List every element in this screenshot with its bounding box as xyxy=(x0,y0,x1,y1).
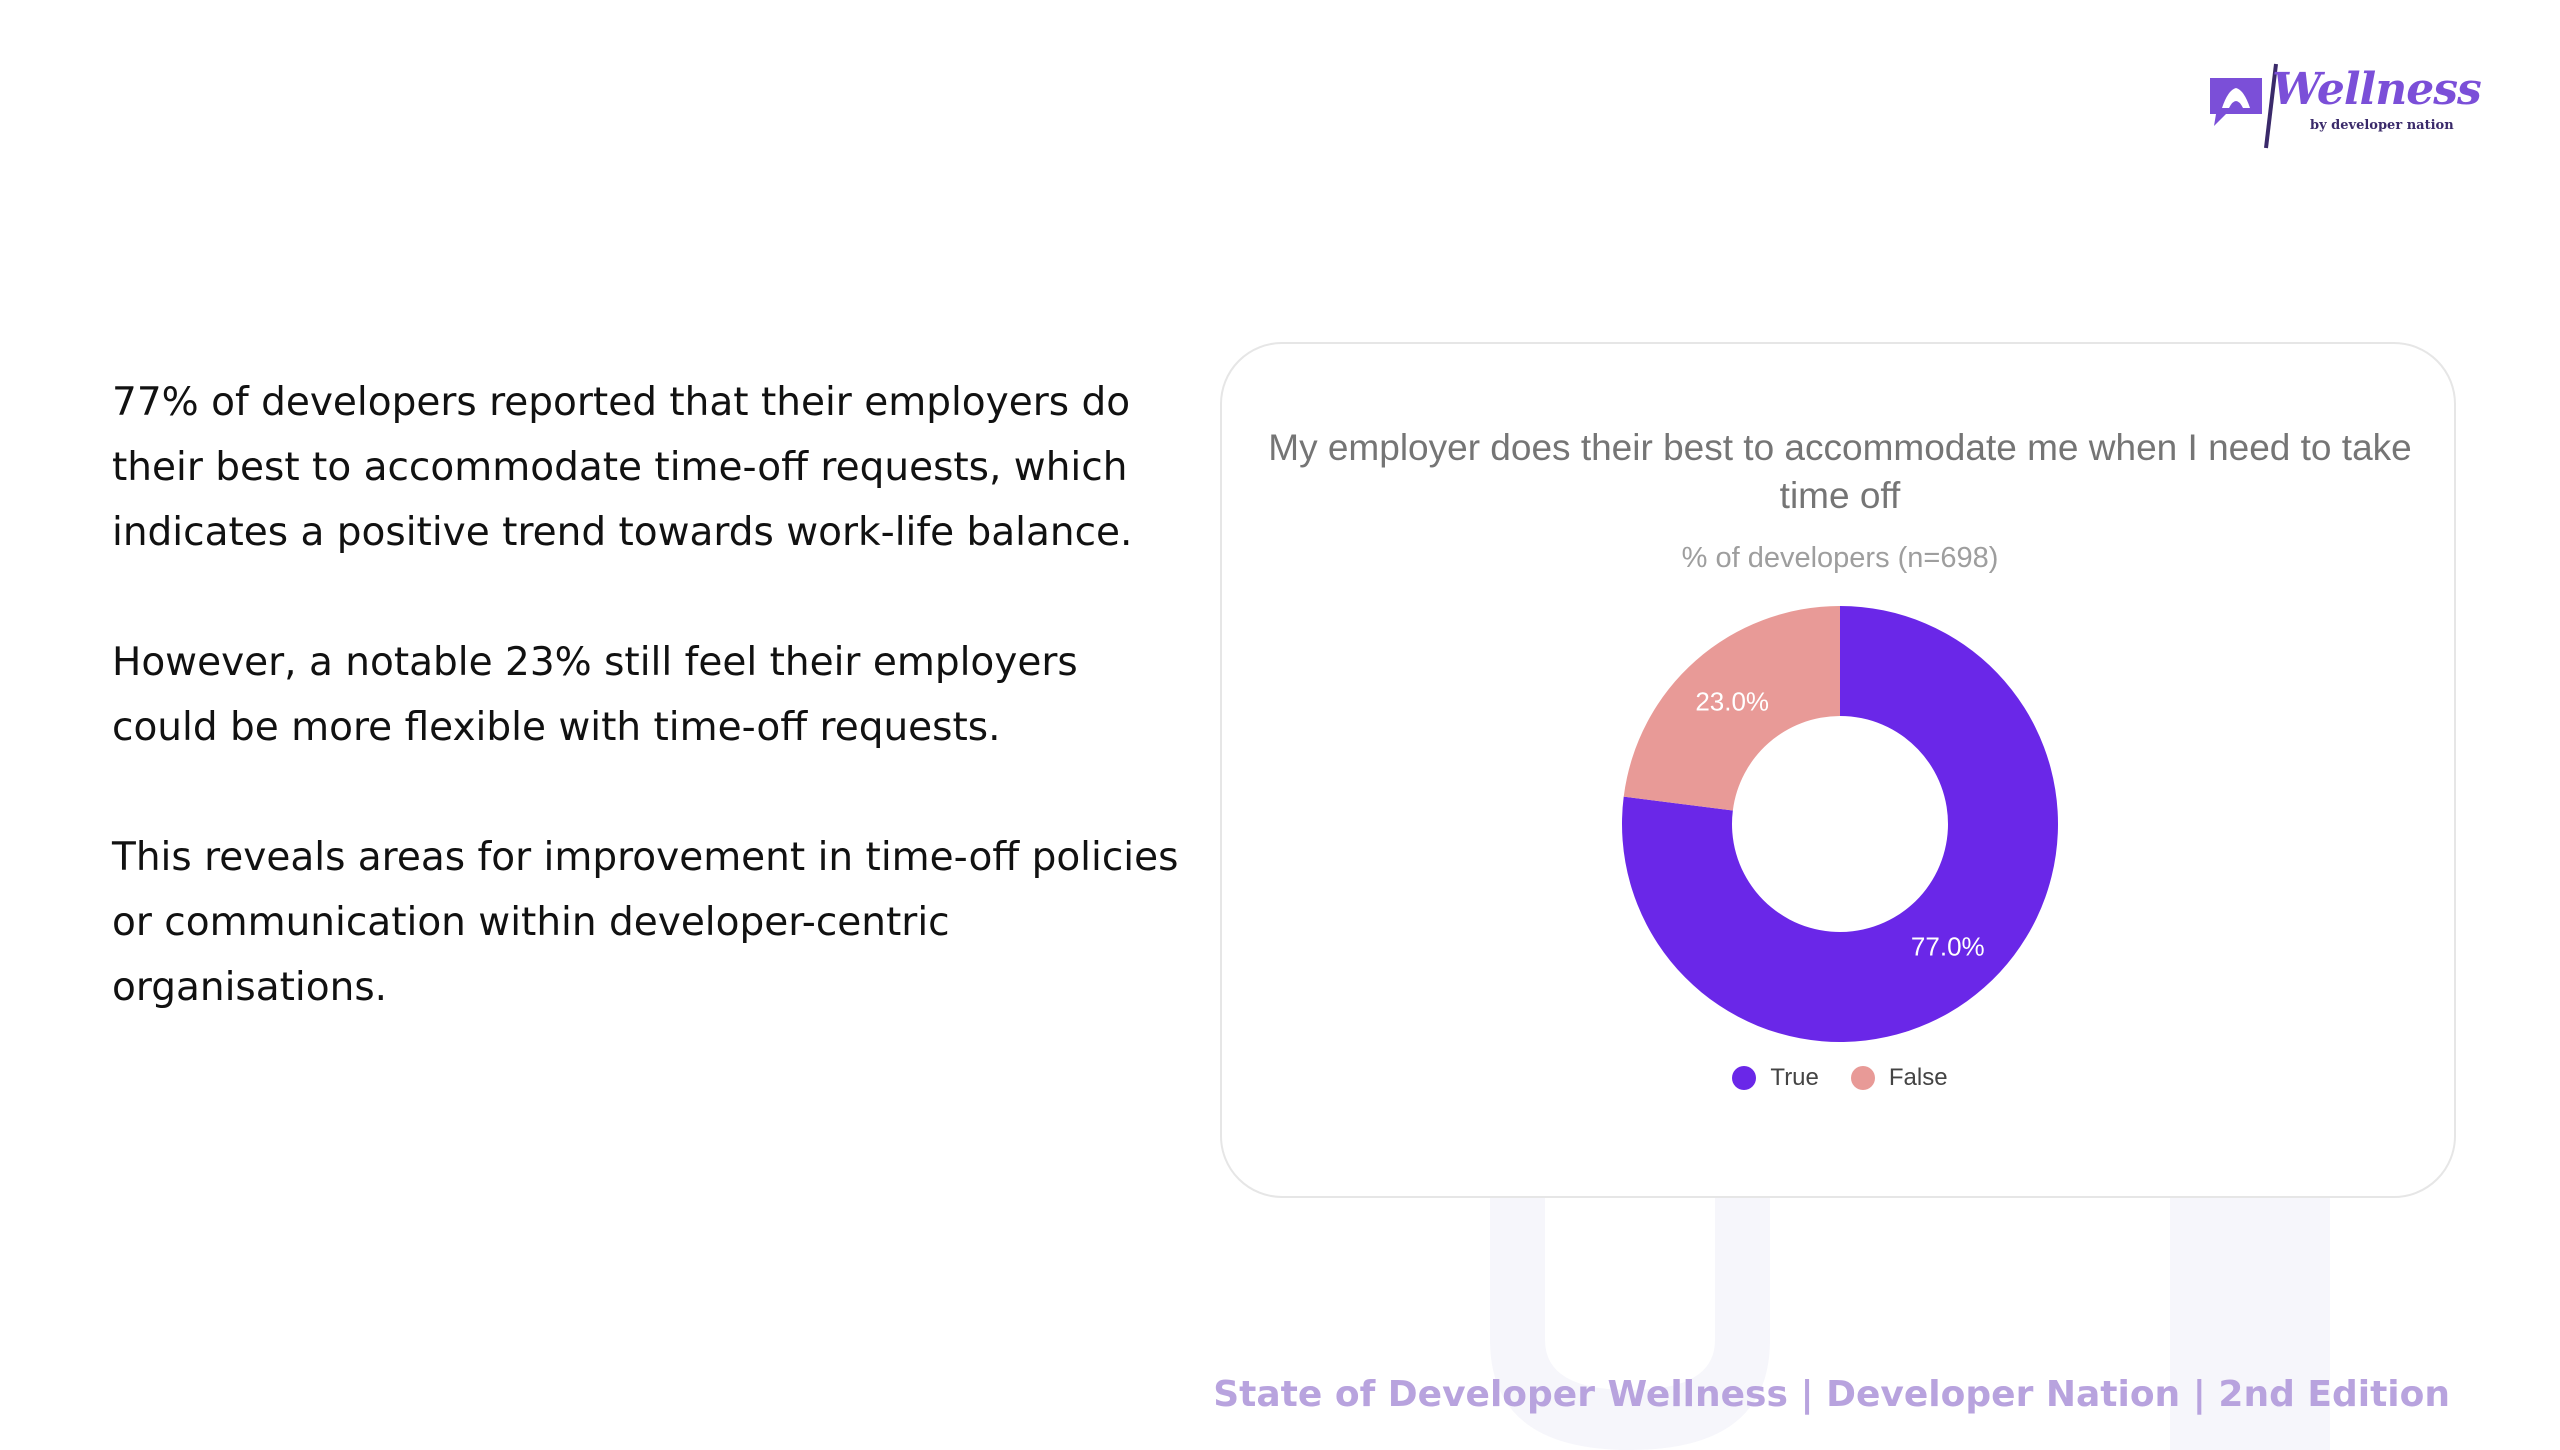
wellness-logo: Wellness by developer nation xyxy=(2200,63,2482,149)
donut-label-false: 23.0% xyxy=(1695,687,1769,717)
legend-label-true: True xyxy=(1770,1064,1819,1091)
paragraph-2: However, a notable 23% still feel their … xyxy=(112,640,1078,750)
background-watermark xyxy=(1490,1190,2330,1450)
chart-card: My employer does their best to accommoda… xyxy=(1220,342,2456,1198)
legend-swatch-false xyxy=(1850,1066,1875,1090)
paragraph-1: 77% of developers reported that their em… xyxy=(112,380,1133,555)
donut-chart: 77.0% 23.0% xyxy=(1622,606,2058,1042)
chart-legend: True False xyxy=(1222,1064,2458,1092)
donut-label-true: 77.0% xyxy=(1911,931,1985,961)
legend-swatch-true xyxy=(1732,1066,1757,1090)
body-text: 77% of developers reported that their em… xyxy=(112,370,1192,1085)
legend-label-false: False xyxy=(1888,1064,1948,1091)
chart-subtitle: % of developers (n=698) xyxy=(1681,542,1999,574)
chart-title: My employer does their best to accommoda… xyxy=(1268,427,2412,516)
legend-item-false: False xyxy=(1850,1064,1948,1092)
paragraph-3: This reveals areas for improvement in ti… xyxy=(112,835,1179,1010)
logo-wordmark: Wellness xyxy=(2272,64,2482,115)
logo-stroke xyxy=(2264,63,2278,149)
footer-text: State of Developer Wellness | Developer … xyxy=(1213,1374,2450,1415)
donut-slice-false xyxy=(1623,606,1840,811)
chat-bubble-lotus-icon xyxy=(2210,78,2262,126)
donut-slice-true xyxy=(1622,606,2058,1042)
logo-tagline: by developer nation xyxy=(2310,118,2454,133)
legend-item-true: True xyxy=(1732,1064,1819,1092)
